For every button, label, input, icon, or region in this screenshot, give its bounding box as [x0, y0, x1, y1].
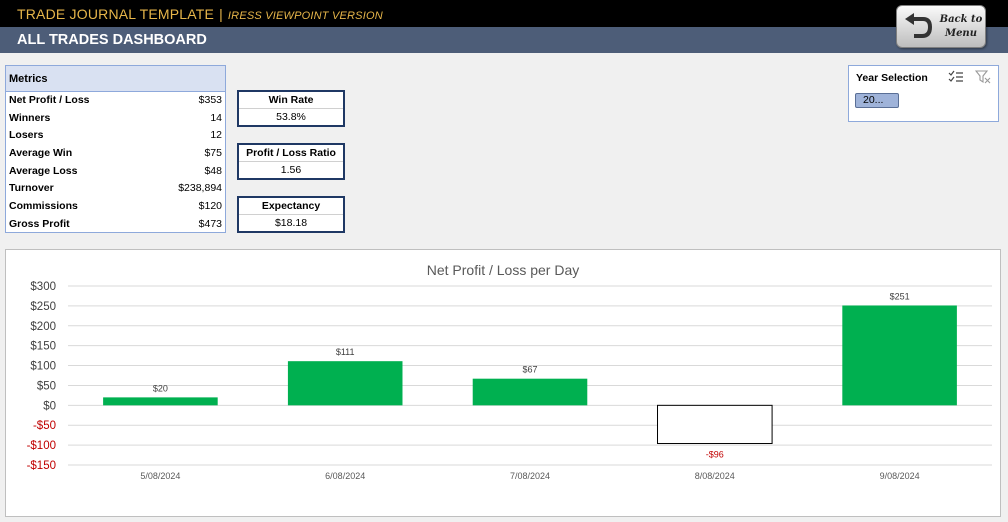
kpi-title: Profit / Loss Ratio: [239, 145, 343, 162]
chart-bars: [103, 305, 957, 445]
profit-loss-ratio-card: Profit / Loss Ratio 1.56: [237, 143, 345, 180]
y-tick-label: $50: [37, 380, 56, 392]
data-label: $20: [153, 383, 168, 393]
metric-value: $120: [198, 200, 222, 213]
u-turn-arrow-icon: [905, 13, 933, 38]
y-tick-label: -$100: [27, 440, 56, 452]
data-label: $251: [890, 291, 910, 301]
metrics-table: Metrics Net Profit / Loss $353 Winners 14 …: [5, 65, 226, 233]
bar: [472, 378, 588, 406]
title-bar: TRADE JOURNAL TEMPLATE | IRESS VIEWPOINT V…: [0, 0, 1008, 27]
back-to-menu-button[interactable]: Back to Menu: [896, 5, 986, 48]
metric-value: $238,894: [178, 182, 222, 195]
metric-row-losers: Losers 12: [6, 127, 225, 145]
metric-value: 14: [210, 111, 222, 124]
slicer-item-year[interactable]: 20...: [855, 93, 899, 108]
metric-value: $48: [204, 164, 222, 177]
bar: [657, 404, 773, 445]
version-subtitle: IRESS VIEWPOINT VERSION: [227, 10, 383, 22]
x-tick-label: 8/08/2024: [695, 471, 735, 481]
bar: [842, 305, 957, 406]
metrics-header: Metrics: [6, 66, 225, 92]
bar: [287, 361, 403, 406]
x-tick-label: 5/08/2024: [140, 471, 180, 481]
year-selection-slicer: Year Selection 20...: [848, 65, 999, 122]
metric-value: $75: [204, 147, 222, 160]
chart-title: Net Profit / Loss per Day: [427, 262, 580, 278]
chart-data-labels: $20 $111 $67 -$96 $251: [153, 291, 910, 459]
template-title: TRADE JOURNAL TEMPLATE: [17, 6, 215, 22]
metric-value: 12: [210, 129, 222, 142]
y-tick-label: $100: [30, 361, 56, 373]
back-to-menu-label: Back to Menu: [937, 13, 985, 41]
win-rate-card: Win Rate 53.8%: [237, 90, 345, 127]
y-tick-label: $150: [30, 341, 56, 353]
chart-canvas: Net Profit / Loss per Day $300 $250 $200 $1…: [27, 262, 992, 481]
expectancy-card: Expectancy $18.18: [237, 196, 345, 233]
multi-select-icon[interactable]: [948, 70, 964, 84]
metric-row-commissions: Commissions $120: [6, 198, 225, 216]
x-tick-label: 7/08/2024: [510, 471, 550, 481]
metric-row-turnover: Turnover $238,894: [6, 180, 225, 198]
metric-label: Turnover: [9, 182, 54, 195]
metric-label: Net Profit / Loss: [9, 94, 90, 106]
x-axis-labels: 5/08/2024 6/08/2024 7/08/2024 8/08/2024 9/08…: [140, 471, 919, 481]
metric-row-net-profit: Net Profit / Loss $353: [6, 92, 225, 110]
slicer-title: Year Selection: [856, 72, 928, 84]
y-tick-label: $250: [30, 301, 56, 313]
bar: [103, 397, 218, 406]
clear-filter-icon[interactable]: [975, 70, 991, 84]
metric-label: Average Win: [9, 147, 73, 160]
kpi-value: $18.18: [274, 217, 308, 229]
kpi-title: Win Rate: [239, 92, 343, 109]
kpi-title: Expectancy: [239, 198, 343, 215]
dashboard-header: ALL TRADES DASHBOARD: [0, 27, 1008, 53]
y-tick-label: $300: [30, 281, 56, 293]
back-label-line1: Back to: [939, 14, 983, 25]
data-label: $111: [336, 347, 355, 357]
metric-row-gross-profit: Gross Profit $473: [6, 216, 225, 234]
dashboard-title: ALL TRADES DASHBOARD: [17, 32, 207, 48]
y-axis-labels: $300 $250 $200 $150 $100 $50 $0 -$50 -$100 -$150: [27, 281, 56, 472]
metric-label: Winners: [9, 111, 51, 124]
app-title: TRADE JOURNAL TEMPLATE | IRESS VIEWPOINT V…: [17, 6, 383, 22]
x-tick-label: 9/08/2024: [880, 471, 920, 481]
title-separator: |: [219, 6, 223, 22]
metric-row-winners: Winners 14: [6, 110, 225, 128]
metric-value: $473: [198, 217, 222, 230]
metric-label: Commissions: [9, 200, 78, 213]
metric-label: Average Loss: [9, 164, 78, 177]
metric-row-average-win: Average Win $75: [6, 145, 225, 163]
metric-value: $353: [198, 94, 222, 106]
metric-label: Gross Profit: [9, 217, 70, 230]
x-tick-label: 6/08/2024: [325, 471, 365, 481]
kpi-value: 53.8%: [276, 111, 306, 123]
y-tick-label: $0: [43, 400, 56, 412]
data-label: -$96: [706, 450, 724, 460]
metric-label: Losers: [9, 129, 44, 142]
metric-row-average-loss: Average Loss $48: [6, 163, 225, 181]
y-tick-label: $200: [30, 321, 56, 333]
y-tick-label: -$50: [33, 420, 56, 432]
net-profit-loss-chart: Net Profit / Loss per Day $300 $250 $200 $1…: [5, 249, 1001, 517]
kpi-value: 1.56: [280, 164, 302, 176]
back-label-line2: Menu: [945, 28, 977, 39]
data-label: $67: [522, 365, 537, 375]
y-tick-label: -$150: [27, 460, 56, 472]
